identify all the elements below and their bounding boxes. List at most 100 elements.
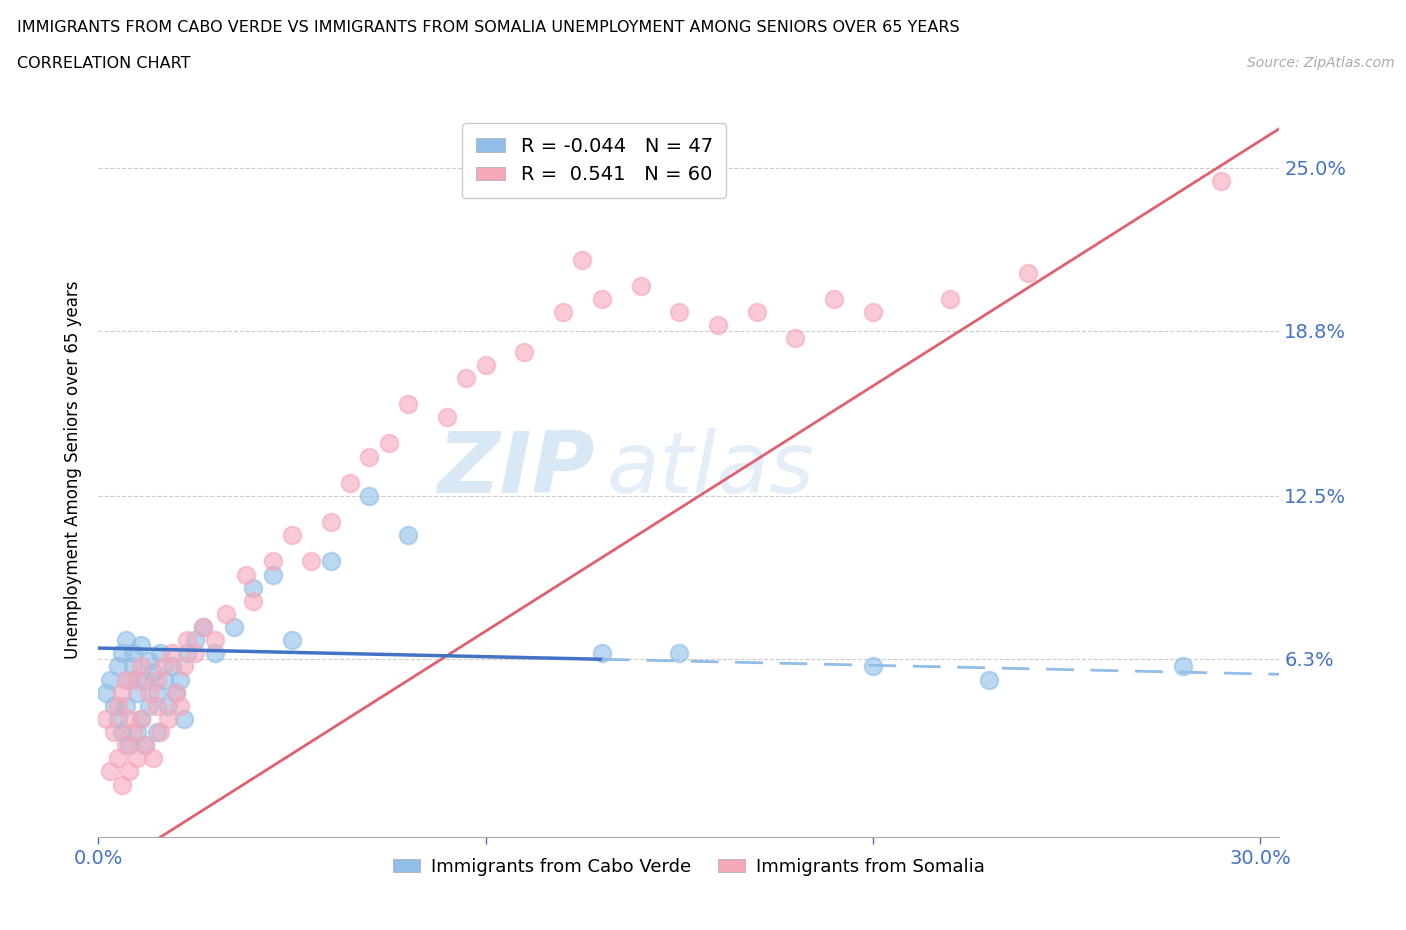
Point bbox=[145, 698, 167, 713]
Point bbox=[134, 672, 156, 687]
Point bbox=[359, 449, 381, 464]
Point bbox=[153, 659, 176, 674]
Text: CORRELATION CHART: CORRELATION CHART bbox=[17, 56, 190, 71]
Point bbox=[111, 685, 134, 700]
Point bbox=[977, 672, 1000, 687]
Point bbox=[378, 436, 401, 451]
Point bbox=[823, 292, 845, 307]
Point bbox=[184, 645, 207, 660]
Text: IMMIGRANTS FROM CABO VERDE VS IMMIGRANTS FROM SOMALIA UNEMPLOYMENT AMONG SENIORS: IMMIGRANTS FROM CABO VERDE VS IMMIGRANTS… bbox=[17, 20, 959, 35]
Point bbox=[98, 672, 121, 687]
Point bbox=[551, 305, 574, 320]
Point bbox=[785, 331, 807, 346]
Point bbox=[176, 632, 198, 647]
Point bbox=[129, 711, 152, 726]
Point bbox=[396, 396, 419, 411]
Point bbox=[242, 580, 264, 595]
Point bbox=[169, 672, 191, 687]
Point bbox=[456, 370, 478, 385]
Point bbox=[145, 685, 167, 700]
Point bbox=[862, 305, 884, 320]
Point bbox=[668, 305, 690, 320]
Point bbox=[145, 724, 167, 739]
Point bbox=[103, 698, 125, 713]
Point bbox=[204, 645, 226, 660]
Point bbox=[145, 672, 167, 687]
Text: atlas: atlas bbox=[606, 428, 814, 512]
Point bbox=[118, 672, 141, 687]
Point bbox=[149, 645, 172, 660]
Point bbox=[173, 659, 195, 674]
Point bbox=[1017, 265, 1039, 280]
Point bbox=[630, 279, 652, 294]
Point bbox=[142, 751, 165, 765]
Point bbox=[1171, 659, 1194, 674]
Point bbox=[319, 514, 342, 529]
Point bbox=[1211, 174, 1233, 189]
Point bbox=[114, 672, 136, 687]
Point bbox=[122, 645, 145, 660]
Point bbox=[862, 659, 884, 674]
Point bbox=[191, 619, 214, 634]
Point bbox=[157, 698, 180, 713]
Point bbox=[138, 654, 160, 669]
Point bbox=[165, 685, 187, 700]
Point bbox=[107, 659, 129, 674]
Y-axis label: Unemployment Among Seniors over 65 years: Unemployment Among Seniors over 65 years bbox=[63, 281, 82, 658]
Point bbox=[262, 554, 284, 569]
Point bbox=[160, 645, 183, 660]
Point bbox=[122, 724, 145, 739]
Point bbox=[129, 711, 152, 726]
Point bbox=[215, 606, 238, 621]
Point bbox=[98, 764, 121, 778]
Point bbox=[281, 632, 304, 647]
Point bbox=[668, 645, 690, 660]
Point bbox=[129, 638, 152, 653]
Point bbox=[571, 252, 593, 267]
Point bbox=[118, 711, 141, 726]
Point bbox=[103, 724, 125, 739]
Point bbox=[939, 292, 962, 307]
Point bbox=[118, 764, 141, 778]
Point bbox=[96, 685, 118, 700]
Point bbox=[127, 685, 149, 700]
Point bbox=[153, 672, 176, 687]
Point bbox=[114, 632, 136, 647]
Point bbox=[134, 737, 156, 752]
Point bbox=[191, 619, 214, 634]
Point bbox=[184, 632, 207, 647]
Point bbox=[319, 554, 342, 569]
Point bbox=[138, 698, 160, 713]
Point bbox=[118, 737, 141, 752]
Point bbox=[157, 711, 180, 726]
Point bbox=[242, 593, 264, 608]
Point bbox=[173, 711, 195, 726]
Point bbox=[591, 292, 613, 307]
Point bbox=[96, 711, 118, 726]
Point bbox=[281, 528, 304, 543]
Point bbox=[339, 475, 361, 490]
Point bbox=[111, 724, 134, 739]
Point bbox=[160, 659, 183, 674]
Point bbox=[513, 344, 536, 359]
Point bbox=[114, 737, 136, 752]
Point bbox=[745, 305, 768, 320]
Point bbox=[107, 711, 129, 726]
Point bbox=[111, 777, 134, 792]
Point bbox=[127, 672, 149, 687]
Point bbox=[235, 567, 257, 582]
Point bbox=[204, 632, 226, 647]
Point bbox=[299, 554, 322, 569]
Point bbox=[707, 318, 730, 333]
Point bbox=[436, 410, 458, 425]
Point bbox=[591, 645, 613, 660]
Point bbox=[122, 659, 145, 674]
Text: Source: ZipAtlas.com: Source: ZipAtlas.com bbox=[1247, 56, 1395, 70]
Point bbox=[107, 751, 129, 765]
Point bbox=[262, 567, 284, 582]
Point bbox=[169, 698, 191, 713]
Point bbox=[149, 724, 172, 739]
Point bbox=[107, 698, 129, 713]
Point bbox=[165, 685, 187, 700]
Point bbox=[129, 659, 152, 674]
